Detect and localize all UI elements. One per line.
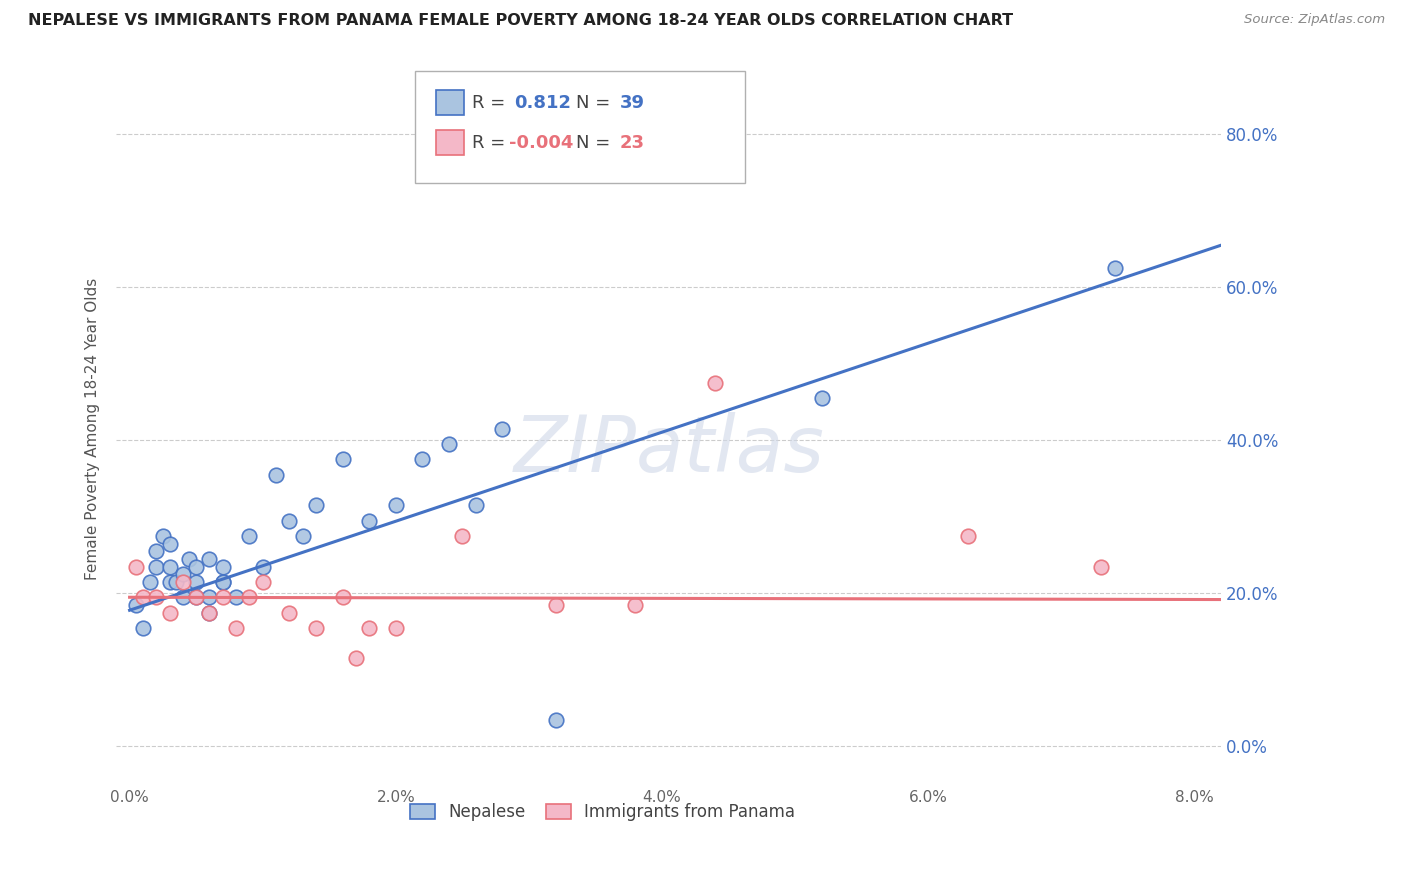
Point [198,552,221,566]
Point [359,621,381,635]
Point [278,514,301,528]
Point [211,574,233,589]
Point [451,529,474,543]
Point [172,574,194,589]
Point [704,376,727,390]
Point [278,606,301,620]
Point [252,559,274,574]
Point [152,529,174,543]
Point [145,591,167,605]
Point [544,713,567,727]
Point [305,499,328,513]
Point [186,574,208,589]
Text: 23: 23 [620,134,645,152]
Point [491,422,513,436]
Point [359,514,381,528]
Point [198,606,221,620]
Point [165,574,187,589]
Point [145,544,167,558]
Point [186,559,208,574]
Point [179,552,201,566]
Point [238,529,260,543]
Point [225,591,247,605]
Point [810,391,832,405]
Y-axis label: Female Poverty Among 18-24 Year Olds: Female Poverty Among 18-24 Year Olds [86,277,100,580]
Point [138,574,160,589]
Text: 39: 39 [620,94,645,112]
Point [437,437,460,451]
Point [159,536,181,550]
Point [186,591,208,605]
Point [172,567,194,582]
Point [211,591,233,605]
Point [159,559,181,574]
Point [624,598,647,612]
Point [252,574,274,589]
Text: N =: N = [576,134,616,152]
Point [238,591,260,605]
Text: NEPALESE VS IMMIGRANTS FROM PANAMA FEMALE POVERTY AMONG 18-24 YEAR OLDS CORRELAT: NEPALESE VS IMMIGRANTS FROM PANAMA FEMAL… [28,13,1014,29]
Legend: Nepalese, Immigrants from Panama: Nepalese, Immigrants from Panama [402,795,803,830]
Point [411,452,433,467]
Point [125,598,148,612]
Point [211,559,233,574]
Point [291,529,314,543]
Point [145,559,167,574]
Point [211,574,233,589]
Point [132,591,155,605]
Point [264,467,287,482]
Point [125,559,148,574]
Text: Source: ZipAtlas.com: Source: ZipAtlas.com [1244,13,1385,27]
Point [186,591,208,605]
Text: 0.812: 0.812 [515,94,572,112]
Point [172,591,194,605]
Point [1090,559,1112,574]
Point [385,499,408,513]
Point [305,621,328,635]
Point [544,598,567,612]
Point [332,452,354,467]
Text: N =: N = [576,94,616,112]
Text: ZIPatlas: ZIPatlas [513,412,824,488]
Point [1104,261,1126,276]
Text: -0.004: -0.004 [509,134,574,152]
Point [385,621,408,635]
Point [198,606,221,620]
Text: R =: R = [472,134,512,152]
Point [344,651,367,665]
Point [159,606,181,620]
Text: R =: R = [472,94,517,112]
Point [198,591,221,605]
Point [332,591,354,605]
Point [159,574,181,589]
Point [464,499,486,513]
Point [132,621,155,635]
Point [225,621,247,635]
Point [957,529,980,543]
